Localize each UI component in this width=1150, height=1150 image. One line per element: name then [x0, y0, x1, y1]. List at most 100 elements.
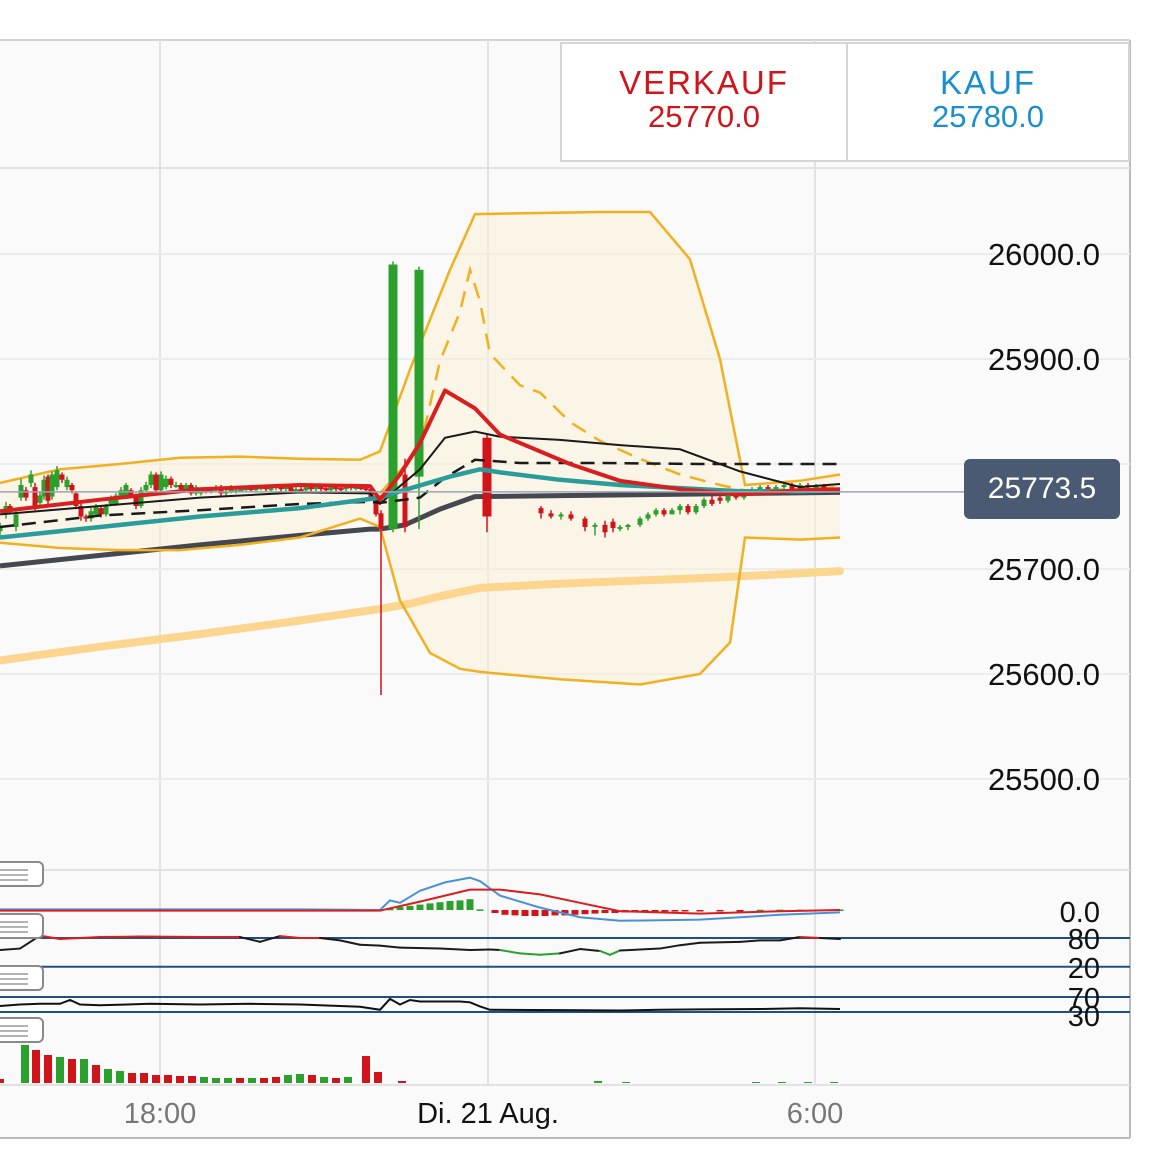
- candle-body: [358, 487, 364, 490]
- macd-histogram-bar: [456, 900, 464, 910]
- volume-bar: [260, 1078, 268, 1083]
- stoch-line-segment: [659, 944, 681, 950]
- candle-body: [701, 499, 707, 506]
- volume-bar: [804, 1082, 812, 1083]
- rsi-tick-label-1: 30: [1068, 1001, 1100, 1033]
- panel-resize-handle-0[interactable]: [0, 861, 44, 887]
- series-line-6: [0, 567, 844, 665]
- rsi-tick-label-0: 70: [1068, 983, 1100, 1015]
- volume-bar: [224, 1078, 232, 1083]
- volume-bar: [284, 1075, 292, 1083]
- macd-histogram-bar: [436, 902, 444, 910]
- stoch-line-segment: [399, 946, 441, 950]
- candle-body: [0, 525, 3, 532]
- candle-body: [538, 508, 544, 514]
- candle-body: [288, 487, 294, 492]
- macd-histogram-bar: [476, 909, 484, 911]
- stoch-line-segment: [239, 936, 261, 943]
- macd-histogram-bar: [641, 910, 649, 912]
- macd-histogram-bar: [651, 910, 659, 912]
- x-tick-label-0: 18:00: [124, 1098, 197, 1130]
- y-tick-label-0: 26000.0: [988, 237, 1100, 272]
- candle-body: [610, 521, 616, 529]
- stoch-line-segment: [579, 948, 601, 952]
- volume-bar: [272, 1077, 280, 1083]
- y-tick-label-2: 25700.0: [988, 552, 1100, 587]
- macd-histogram-bar: [611, 910, 619, 913]
- candle-body: [183, 485, 189, 490]
- volume-bar: [296, 1074, 304, 1083]
- candle-body: [41, 479, 47, 497]
- candle-body: [685, 506, 691, 513]
- x-tick-label-1: Di. 21 Aug.: [417, 1098, 559, 1130]
- candle-body: [414, 269, 424, 477]
- volume-bar: [200, 1077, 208, 1083]
- candle-body: [548, 513, 554, 517]
- candle-body: [78, 506, 84, 517]
- sell-label: VERKAUF: [619, 64, 789, 101]
- candle-body: [789, 485, 795, 490]
- stoch-line-segment: [599, 949, 611, 956]
- candle-body: [617, 527, 623, 529]
- series-line-1: [0, 388, 841, 514]
- macd-histogram-bar: [446, 901, 454, 910]
- candle-body: [298, 489, 304, 492]
- y-tick-label-3: 25600.0: [988, 657, 1100, 692]
- stoch-line-segment: [279, 935, 301, 939]
- candle-body: [158, 474, 164, 491]
- sell-button[interactable]: VERKAUF 25770.0: [560, 42, 848, 162]
- bollinger-lower-line: [0, 517, 841, 686]
- volume-bar: [248, 1078, 256, 1083]
- volume-bar: [374, 1072, 382, 1083]
- rsi-panel: [0, 996, 1130, 1013]
- stoch-line-segment: [619, 947, 661, 952]
- candle-body: [328, 487, 334, 491]
- candle-body: [313, 487, 319, 490]
- macd-histogram-bar: [581, 910, 589, 915]
- candle-body: [323, 488, 329, 491]
- buy-button[interactable]: KAUF 25780.0: [846, 42, 1130, 162]
- volume-bar: [188, 1076, 196, 1083]
- candle-body: [625, 524, 631, 527]
- candle-body: [333, 487, 339, 490]
- macd-histogram-bar: [501, 910, 509, 915]
- candle-body: [88, 511, 94, 519]
- candle-body: [118, 490, 124, 496]
- volume-bar: [116, 1071, 124, 1083]
- panel-resize-handle-3[interactable]: [0, 1017, 44, 1043]
- axis-labels: 26000.0 25900.0 25700.0 25600.0 25500.0 18:00…: [124, 237, 1100, 1130]
- volume-bar: [622, 1082, 630, 1083]
- candle-body: [148, 474, 154, 485]
- candle-body: [108, 497, 114, 504]
- candle-body: [49, 474, 55, 497]
- macd-histogram-bar: [591, 910, 599, 914]
- candle-body: [283, 487, 289, 490]
- panel-handles[interactable]: [0, 861, 44, 1043]
- candle-body: [73, 493, 79, 506]
- macd-histogram-bar: [426, 903, 434, 910]
- macd-histogram-bar: [396, 907, 404, 910]
- candle-body: [558, 514, 564, 517]
- candle-body: [781, 485, 787, 488]
- stoch-line-segment: [59, 936, 101, 940]
- candle-body: [709, 499, 715, 504]
- candle-body: [138, 490, 144, 506]
- candle-body: [693, 506, 699, 513]
- panel-resize-handle-2[interactable]: [0, 965, 44, 991]
- volume-bar: [128, 1073, 136, 1083]
- stoch-line-segment: [519, 952, 541, 956]
- stoch-line-segment: [779, 936, 801, 942]
- candle-body: [388, 264, 398, 530]
- candle-body: [178, 485, 184, 490]
- stoch-line-segment: [559, 948, 581, 955]
- stoch-tick-label-0: 80: [1068, 924, 1100, 956]
- stoch-line-segment: [39, 934, 61, 940]
- panel-resize-handle-1[interactable]: [0, 913, 44, 939]
- macd-histogram-bar: [661, 910, 669, 912]
- macd-histogram-bar: [491, 910, 499, 913]
- macd-histogram-bar: [406, 905, 414, 910]
- volume-bar: [104, 1069, 112, 1083]
- stochastic-panel: [0, 934, 1130, 968]
- candle-body: [725, 495, 731, 501]
